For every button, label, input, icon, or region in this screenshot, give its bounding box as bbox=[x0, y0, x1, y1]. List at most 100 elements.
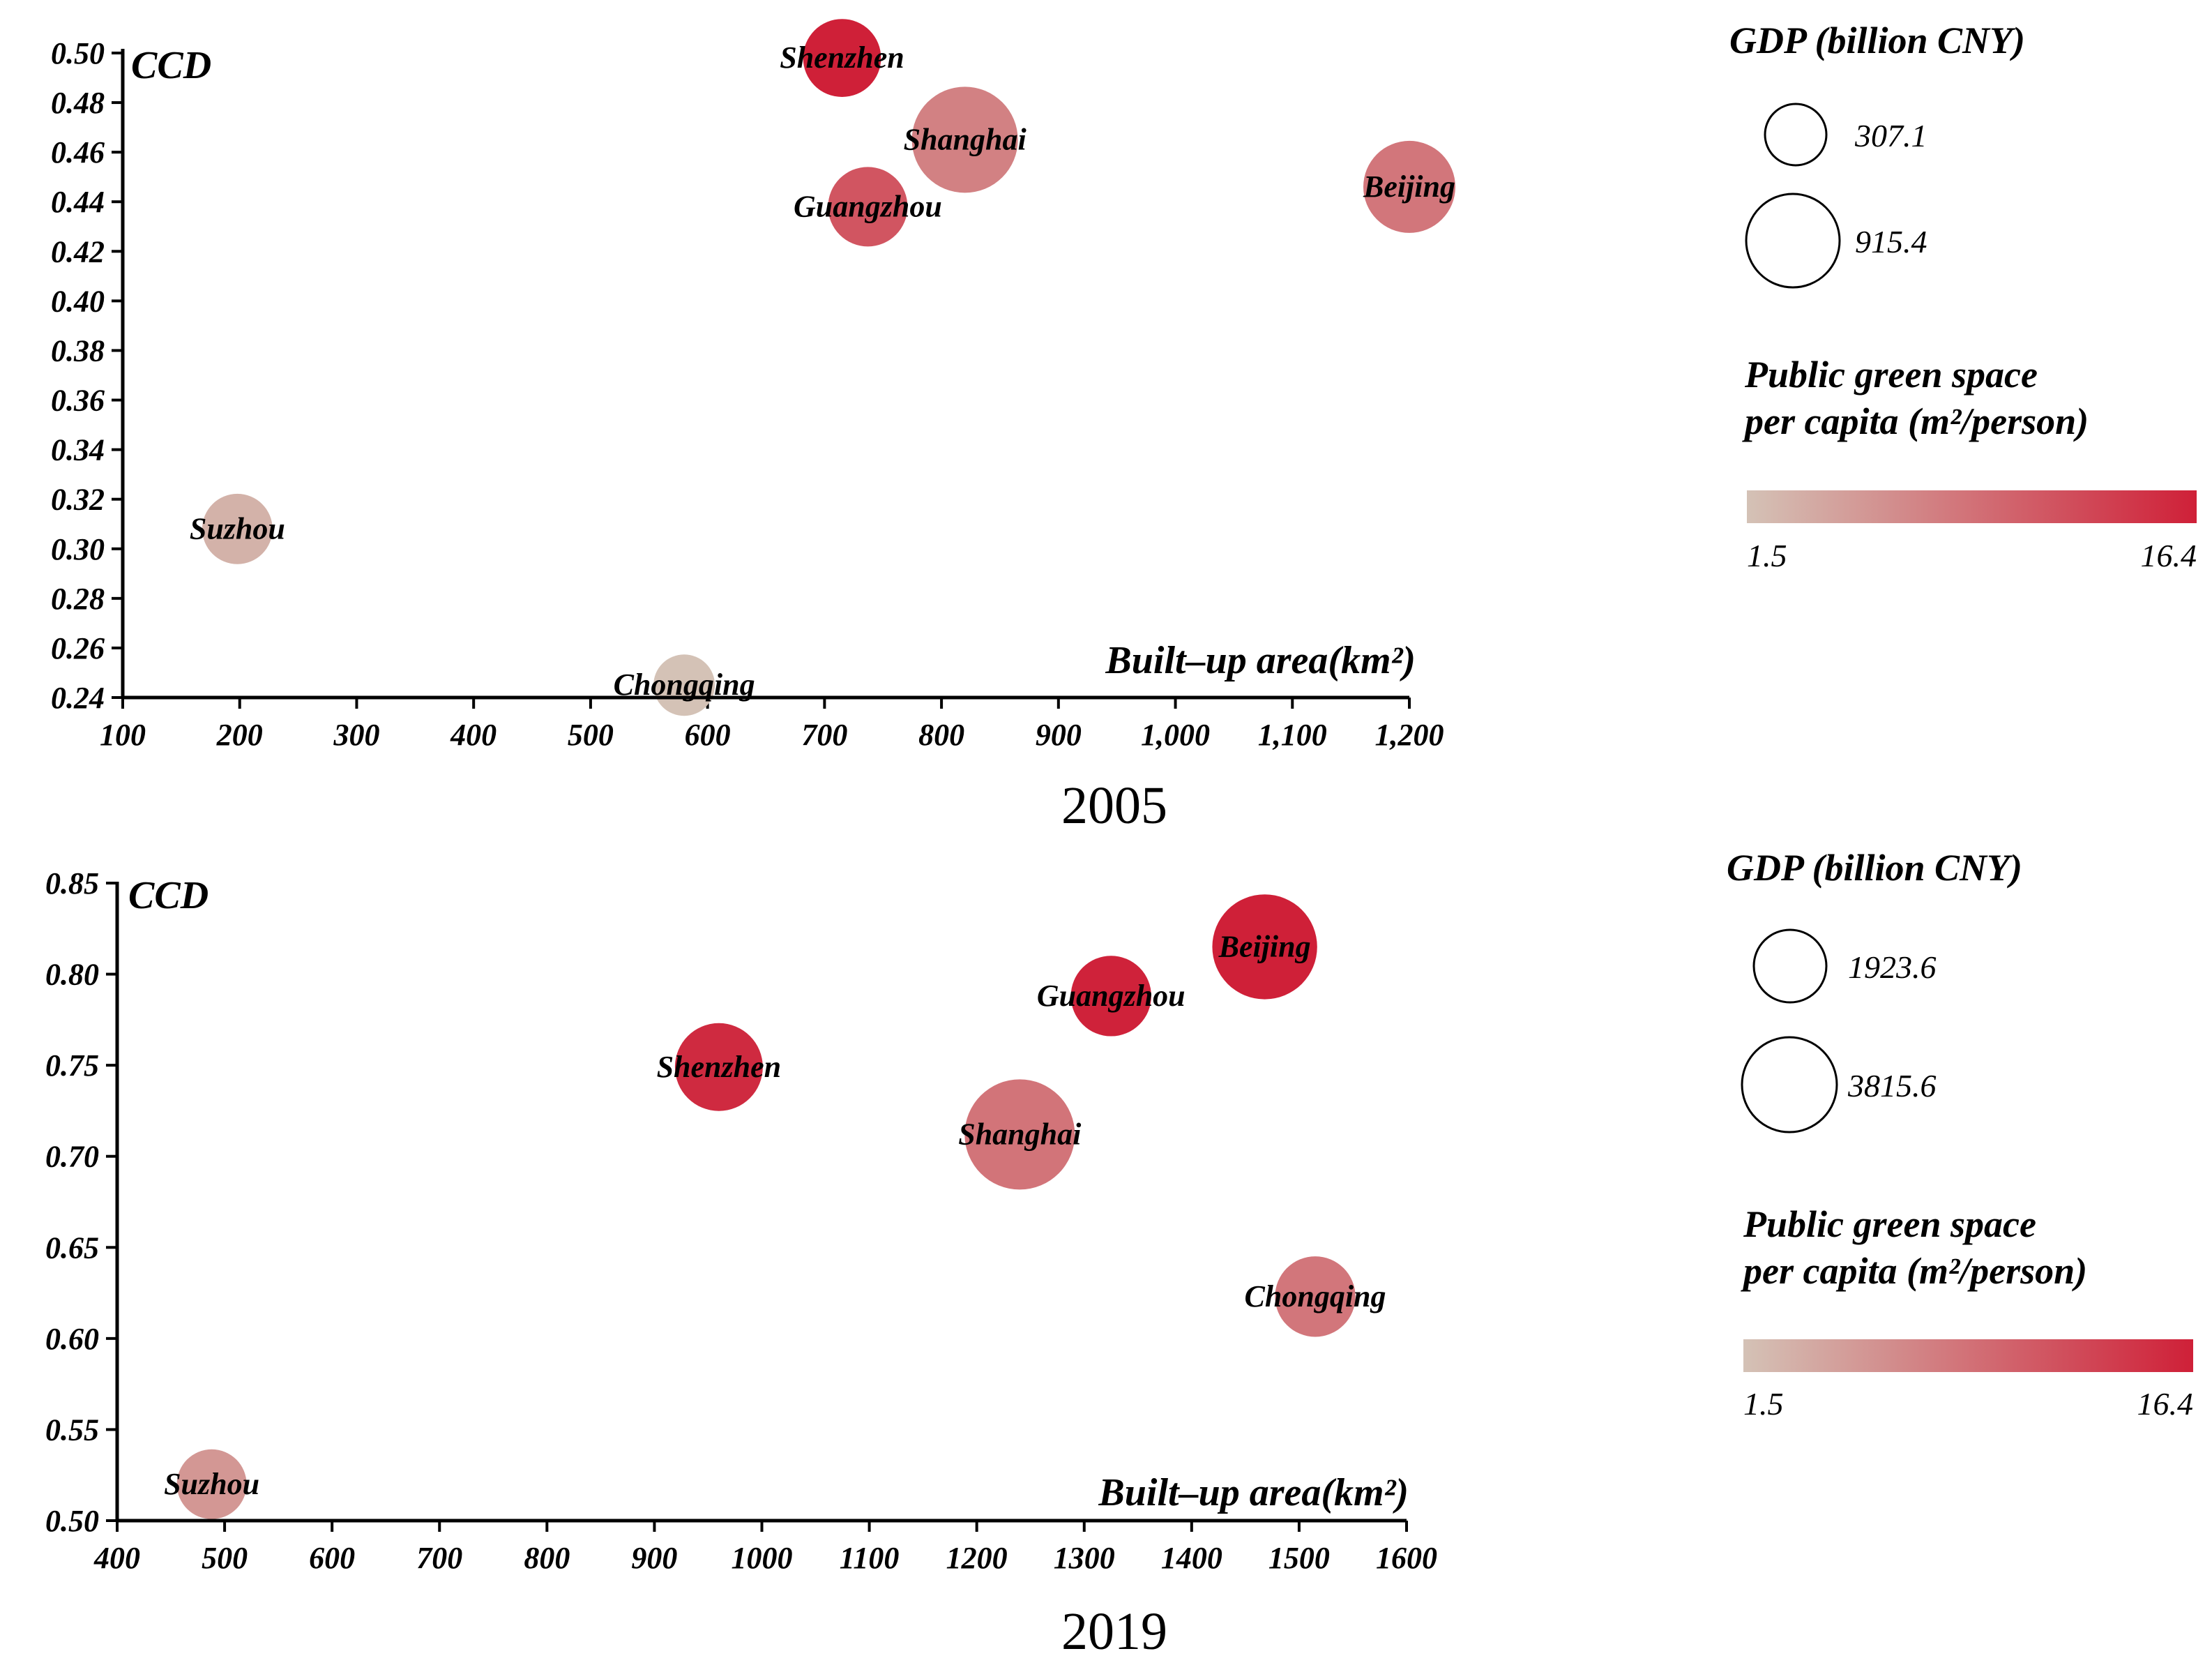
color-legend-title-line1: Public green space bbox=[1744, 354, 2038, 396]
axis-ticks: 400 500 600 700 800 900 1000 1100 1200 1300 1400 15… bbox=[45, 866, 1437, 1575]
y-tick-label: 0.42 bbox=[51, 234, 105, 269]
size-legend-circle-small bbox=[1764, 103, 1828, 167]
color-legend-min-label: 1.5 bbox=[1747, 538, 1787, 573]
bubble-shanghai bbox=[964, 1079, 1075, 1190]
x-tick-label: 600 bbox=[309, 1541, 355, 1575]
bubble-label-shanghai: Shanghai bbox=[958, 1117, 1082, 1151]
x-tick-label: 1400 bbox=[1161, 1541, 1222, 1575]
x-tick-label: 1,200 bbox=[1375, 718, 1444, 752]
bubble-suzhou bbox=[176, 1449, 247, 1519]
y-tick-label: 0.60 bbox=[45, 1322, 99, 1356]
x-tick-label: 1100 bbox=[840, 1541, 900, 1575]
bubble-label-shenzhen: Shenzhen bbox=[657, 1050, 782, 1084]
size-legend-title: GDP (billion CNY) bbox=[1727, 847, 2022, 889]
bubble-label-shanghai: Shanghai bbox=[904, 122, 1027, 156]
year-caption: 2005 bbox=[1061, 776, 1167, 835]
size-legend-circle-small bbox=[1752, 928, 1828, 1004]
y-tick-label: 0.24 bbox=[51, 681, 105, 715]
bubble-guangzhou bbox=[828, 167, 908, 247]
y-tick-label: 0.70 bbox=[45, 1140, 99, 1174]
bubble-label-suzhou: Suzhou bbox=[190, 511, 285, 545]
color-legend-title-line1: Public green space bbox=[1743, 1203, 2036, 1245]
bubble-beijing bbox=[1212, 894, 1317, 1000]
x-tick-label: 500 bbox=[202, 1541, 248, 1575]
x-tick-label: 800 bbox=[918, 718, 964, 752]
x-tick-label: 700 bbox=[801, 718, 847, 752]
color-legend-gradient-bar bbox=[1747, 490, 2197, 523]
size-legend-circle-large bbox=[1745, 193, 1841, 289]
y-tick-label: 0.26 bbox=[51, 631, 105, 665]
x-tick-label: 100 bbox=[100, 718, 146, 752]
color-legend-gradient-bar bbox=[1743, 1339, 2193, 1372]
bubbles: ShenzhenShanghaiGuangzhouBeijingSuzhouCh… bbox=[190, 19, 1455, 716]
y-tick-label: 0.50 bbox=[51, 36, 105, 70]
bubbles: Beijing Guangzhou Shenzhen Shanghai Chongqin… bbox=[164, 894, 1386, 1519]
y-tick-label: 0.36 bbox=[51, 384, 105, 418]
bubble-label-beijing: Beijing bbox=[1218, 929, 1311, 963]
color-legend: Public green space per capita (m²/person… bbox=[1742, 354, 2197, 573]
size-legend-label-large: 3815.6 bbox=[1847, 1068, 1937, 1104]
y-tick-label: 0.44 bbox=[51, 185, 105, 219]
size-legend: GDP (billion CNY) 1923.6 3815.6 bbox=[1727, 847, 2022, 1134]
x-tick-label: 1200 bbox=[946, 1541, 1008, 1575]
y-tick-label: 0.34 bbox=[51, 433, 105, 467]
x-tick-label: 400 bbox=[450, 718, 497, 752]
x-tick-label: 700 bbox=[416, 1541, 462, 1575]
y-tick-label: 0.38 bbox=[51, 333, 105, 368]
color-legend-min-label: 1.5 bbox=[1743, 1386, 1784, 1422]
x-tick-label: 1500 bbox=[1268, 1541, 1330, 1575]
color-legend-title-line2: per capita (m²/person) bbox=[1741, 1250, 2087, 1292]
bubble-beijing bbox=[1363, 140, 1455, 233]
color-legend-max-label: 16.4 bbox=[2137, 1386, 2194, 1422]
y-axis-title: CCD bbox=[128, 874, 209, 917]
y-axis-title: CCD bbox=[131, 44, 211, 87]
y-tick-label: 0.75 bbox=[45, 1048, 99, 1083]
x-tick-label: 1,000 bbox=[1141, 718, 1210, 752]
x-tick-label: 400 bbox=[93, 1541, 140, 1575]
size-legend-circle-large bbox=[1741, 1036, 1838, 1134]
size-legend: GDP (billion CNY) 307.1 915.4 bbox=[1729, 20, 2025, 289]
color-legend-max-label: 16.4 bbox=[2141, 538, 2197, 573]
bubble-label-suzhou: Suzhou bbox=[164, 1467, 259, 1501]
color-legend: Public green space per capita (m²/person… bbox=[1741, 1203, 2193, 1422]
y-tick-label: 0.55 bbox=[45, 1413, 99, 1447]
x-tick-label: 1300 bbox=[1054, 1541, 1115, 1575]
y-tick-label: 0.30 bbox=[51, 532, 105, 566]
x-axis-title: Built–up area(km²) bbox=[1098, 1471, 1409, 1514]
x-tick-label: 900 bbox=[631, 1541, 677, 1575]
bubble-chongqing bbox=[653, 654, 715, 716]
x-tick-label: 1600 bbox=[1376, 1541, 1437, 1575]
x-axis-title: Built–up area(km²) bbox=[1105, 639, 1416, 682]
bubble-label-guangzhou: Guangzhou bbox=[794, 189, 942, 223]
bubble-shenzhen bbox=[674, 1023, 763, 1111]
size-legend-label-small: 307.1 bbox=[1854, 118, 1927, 153]
y-tick-label: 0.48 bbox=[51, 86, 105, 120]
size-legend-label-small: 1923.6 bbox=[1848, 949, 1937, 985]
bubble-label-beijing: Beijing bbox=[1363, 170, 1455, 204]
size-legend-title: GDP (billion CNY) bbox=[1729, 20, 2025, 61]
x-tick-label: 200 bbox=[216, 718, 263, 752]
bubble-chongqing bbox=[1275, 1256, 1356, 1337]
bubble-guangzhou bbox=[1070, 956, 1151, 1037]
x-tick-label: 300 bbox=[333, 718, 379, 752]
x-tick-label: 1,100 bbox=[1258, 718, 1327, 752]
axis-ticks: 100 200 300 400 500 600 700 800 900 1,000 1,100 1,2… bbox=[51, 36, 1444, 752]
size-legend-label-large: 915.4 bbox=[1855, 224, 1927, 259]
year-caption: 2019 bbox=[1061, 1602, 1167, 1661]
y-tick-label: 0.65 bbox=[45, 1230, 99, 1265]
y-tick-label: 0.28 bbox=[51, 582, 105, 616]
y-tick-label: 0.46 bbox=[51, 135, 105, 170]
x-tick-label: 800 bbox=[524, 1541, 570, 1575]
bubble-label-guangzhou: Guangzhou bbox=[1037, 979, 1185, 1013]
chart-panel-2019: 400 500 600 700 800 900 1000 1100 1200 1300 1400 15… bbox=[45, 847, 2193, 1661]
bubble-shanghai bbox=[911, 86, 1018, 193]
bubble-shenzhen bbox=[803, 19, 881, 97]
x-tick-label: 500 bbox=[568, 718, 614, 752]
x-tick-label: 1000 bbox=[732, 1541, 793, 1575]
y-tick-label: 0.85 bbox=[45, 866, 99, 901]
y-tick-label: 0.50 bbox=[45, 1504, 99, 1538]
chart-panel-2005: 100 200 300 400 500 600 700 800 900 1,000 1,100 1,2… bbox=[51, 19, 2197, 835]
bubble-label-chongqing: Chongqing bbox=[1245, 1279, 1386, 1313]
color-legend-title-line2: per capita (m²/person) bbox=[1742, 400, 2089, 442]
